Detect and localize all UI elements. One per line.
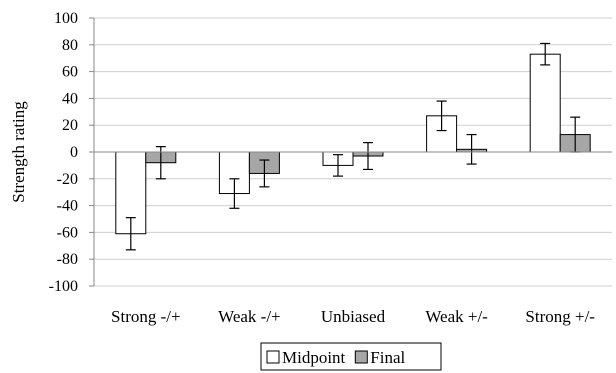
x-axis-categories: Strong -/+ Weak -/+ Unbiased Weak +/- Strong…: [111, 307, 595, 326]
y-tick-label: -100: [49, 278, 78, 295]
y-tick-label: 0: [70, 144, 78, 161]
y-axis-ticks: 100 80 60 40 20 0 -20 -40 -60 -80 -100: [49, 10, 94, 295]
legend: Midpoint Final: [260, 342, 442, 371]
legend-box: [260, 342, 442, 371]
x-category-label: Strong -/+: [111, 307, 181, 326]
legend-swatch-midpoint: [266, 350, 280, 364]
y-tick-label: -20: [57, 171, 78, 188]
error-bars: [125, 42, 581, 251]
y-tick-label: -80: [57, 251, 78, 268]
x-category-label: Strong +/-: [525, 307, 595, 326]
x-category-label: Weak -/+: [218, 307, 281, 326]
legend-label-final: Final: [370, 348, 405, 367]
y-tick-label: 80: [62, 37, 78, 54]
y-tick-label: 100: [54, 10, 78, 27]
x-category-label: Weak +/-: [425, 307, 488, 326]
legend-label-midpoint: Midpoint: [282, 348, 346, 367]
x-category-label: Unbiased: [321, 307, 386, 326]
y-tick-label: 60: [62, 64, 78, 81]
gridlines: [94, 17, 612, 287]
y-tick-label: -40: [57, 198, 78, 215]
legend-swatch-final: [354, 350, 368, 364]
y-axis-title: Strength rating: [9, 101, 28, 203]
bar-midpoint-4: [529, 53, 561, 153]
y-tick-label: 40: [62, 90, 78, 107]
y-tick-label: -60: [57, 224, 78, 241]
bars: [115, 53, 591, 235]
y-tick-label: 20: [62, 117, 78, 134]
